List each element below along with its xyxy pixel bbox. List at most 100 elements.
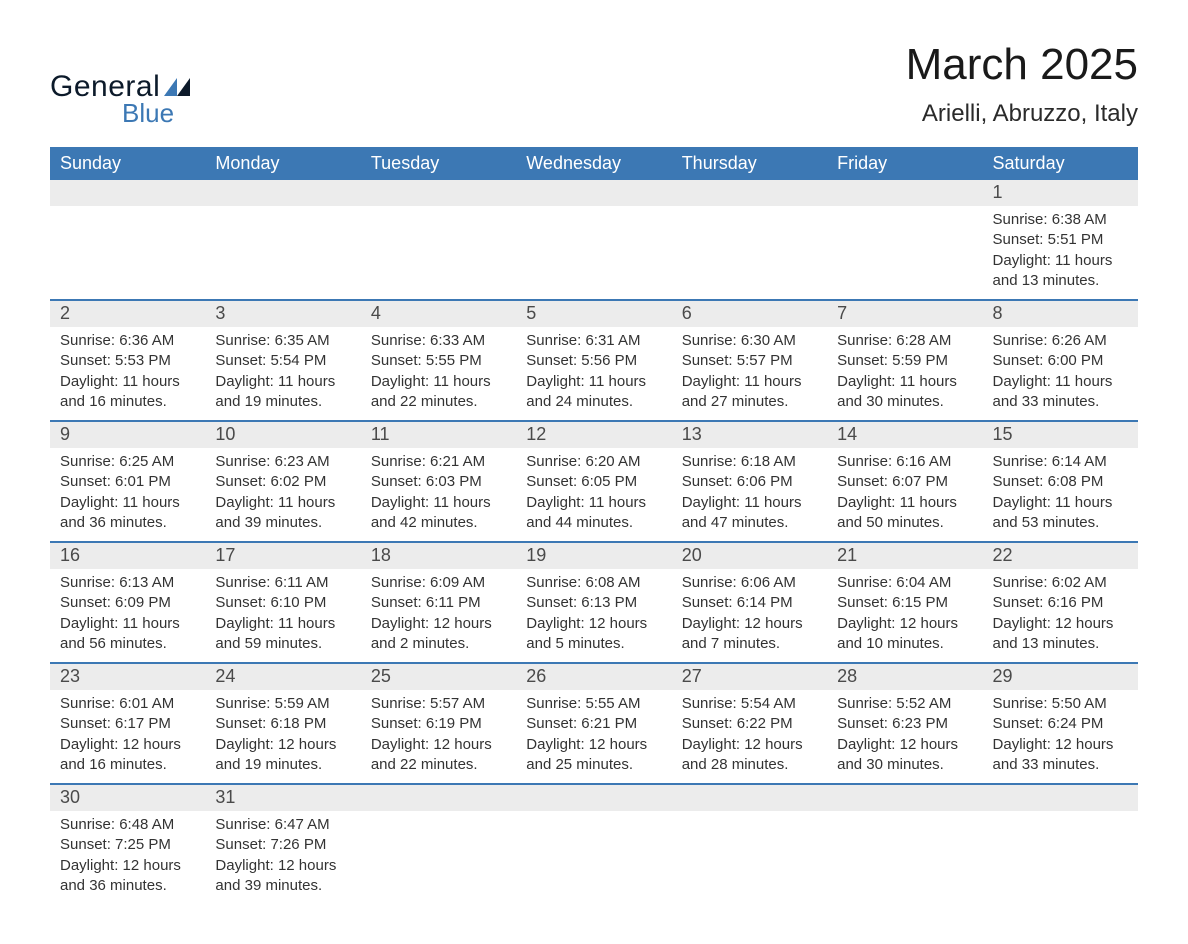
daylight2-text: and 22 minutes. [371, 392, 506, 412]
dayinfo-row: Sunrise: 6:01 AMSunset: 6:17 PMDaylight:… [50, 690, 1138, 784]
logo-blue-text: Blue [122, 98, 190, 129]
sunrise-text: Sunrise: 5:55 AM [526, 694, 661, 714]
weekday-header: Thursday [672, 147, 827, 180]
day-info: Sunrise: 6:11 AMSunset: 6:10 PMDaylight:… [205, 569, 360, 662]
daylight2-text: and 30 minutes. [837, 392, 972, 412]
daylight2-text: and 22 minutes. [371, 755, 506, 775]
calendar-cell-daynum: 1 [983, 180, 1138, 206]
calendar-cell-daynum: 5 [516, 300, 671, 327]
calendar-cell-info: Sunrise: 6:14 AMSunset: 6:08 PMDaylight:… [983, 448, 1138, 542]
daylight1-text: Daylight: 11 hours [682, 372, 817, 392]
sunset-text: Sunset: 6:07 PM [837, 472, 972, 492]
daylight2-text: and 59 minutes. [215, 634, 350, 654]
calendar-cell-daynum: 23 [50, 663, 205, 690]
sunrise-text: Sunrise: 6:30 AM [682, 331, 817, 351]
dayinfo-row: Sunrise: 6:25 AMSunset: 6:01 PMDaylight:… [50, 448, 1138, 542]
page-header: General Blue March 2025 Arielli, Abruzzo… [50, 40, 1138, 129]
sunset-text: Sunset: 6:06 PM [682, 472, 817, 492]
daynum-row: 3031 [50, 784, 1138, 811]
day-info: Sunrise: 6:23 AMSunset: 6:02 PMDaylight:… [205, 448, 360, 541]
day-info: Sunrise: 6:47 AMSunset: 7:26 PMDaylight:… [205, 811, 360, 904]
sunrise-text: Sunrise: 6:16 AM [837, 452, 972, 472]
daylight1-text: Daylight: 11 hours [60, 614, 195, 634]
calendar-cell-daynum: 15 [983, 421, 1138, 448]
day-info: Sunrise: 6:28 AMSunset: 5:59 PMDaylight:… [827, 327, 982, 420]
sunrise-text: Sunrise: 6:21 AM [371, 452, 506, 472]
calendar-cell-daynum: 19 [516, 542, 671, 569]
daylight2-text: and 30 minutes. [837, 755, 972, 775]
calendar-cell-info: Sunrise: 6:31 AMSunset: 5:56 PMDaylight:… [516, 327, 671, 421]
calendar-cell-info: Sunrise: 6:11 AMSunset: 6:10 PMDaylight:… [205, 569, 360, 663]
sunset-text: Sunset: 5:59 PM [837, 351, 972, 371]
day-info: Sunrise: 6:14 AMSunset: 6:08 PMDaylight:… [983, 448, 1138, 541]
weekday-header: Friday [827, 147, 982, 180]
day-number: 30 [50, 785, 205, 811]
day-number: 21 [827, 543, 982, 569]
day-number: 2 [50, 301, 205, 327]
daylight2-text: and 5 minutes. [526, 634, 661, 654]
day-number: 20 [672, 543, 827, 569]
sunset-text: Sunset: 6:11 PM [371, 593, 506, 613]
dayinfo-row: Sunrise: 6:48 AMSunset: 7:25 PMDaylight:… [50, 811, 1138, 904]
calendar-cell-daynum: 3 [205, 300, 360, 327]
day-number [516, 785, 671, 811]
sunrise-text: Sunrise: 5:57 AM [371, 694, 506, 714]
calendar-cell-info: Sunrise: 6:35 AMSunset: 5:54 PMDaylight:… [205, 327, 360, 421]
calendar-cell-daynum: 9 [50, 421, 205, 448]
day-number: 11 [361, 422, 516, 448]
calendar-cell-info: Sunrise: 6:30 AMSunset: 5:57 PMDaylight:… [672, 327, 827, 421]
sunrise-text: Sunrise: 6:47 AM [215, 815, 350, 835]
daylight1-text: Daylight: 12 hours [837, 735, 972, 755]
calendar-cell-info: Sunrise: 5:52 AMSunset: 6:23 PMDaylight:… [827, 690, 982, 784]
calendar-cell-daynum [205, 180, 360, 206]
daylight1-text: Daylight: 12 hours [993, 735, 1128, 755]
calendar-cell-info [672, 811, 827, 904]
daylight2-text: and 47 minutes. [682, 513, 817, 533]
day-number: 18 [361, 543, 516, 569]
calendar-cell-daynum [672, 180, 827, 206]
month-title: March 2025 [906, 40, 1138, 90]
day-info [672, 206, 827, 292]
brand-logo: General Blue [50, 70, 190, 129]
sunset-text: Sunset: 5:57 PM [682, 351, 817, 371]
calendar-cell-info: Sunrise: 6:18 AMSunset: 6:06 PMDaylight:… [672, 448, 827, 542]
daylight2-text: and 13 minutes. [993, 271, 1128, 291]
daylight1-text: Daylight: 12 hours [526, 614, 661, 634]
calendar-cell-info: Sunrise: 6:28 AMSunset: 5:59 PMDaylight:… [827, 327, 982, 421]
calendar-cell-info [516, 811, 671, 904]
day-number: 6 [672, 301, 827, 327]
sunrise-text: Sunrise: 6:36 AM [60, 331, 195, 351]
daylight2-text: and 19 minutes. [215, 392, 350, 412]
day-number [672, 785, 827, 811]
daylight2-text: and 39 minutes. [215, 876, 350, 896]
day-number: 7 [827, 301, 982, 327]
calendar-cell-daynum: 28 [827, 663, 982, 690]
sunset-text: Sunset: 6:08 PM [993, 472, 1128, 492]
calendar-cell-daynum [827, 180, 982, 206]
day-number [361, 785, 516, 811]
daynum-row: 16171819202122 [50, 542, 1138, 569]
day-info [516, 206, 671, 292]
calendar-cell-info: Sunrise: 6:26 AMSunset: 6:00 PMDaylight:… [983, 327, 1138, 421]
daylight2-text: and 10 minutes. [837, 634, 972, 654]
day-number [361, 180, 516, 206]
day-info: Sunrise: 6:30 AMSunset: 5:57 PMDaylight:… [672, 327, 827, 420]
calendar-cell-daynum: 11 [361, 421, 516, 448]
daylight1-text: Daylight: 11 hours [993, 372, 1128, 392]
day-number: 13 [672, 422, 827, 448]
day-info: Sunrise: 6:18 AMSunset: 6:06 PMDaylight:… [672, 448, 827, 541]
day-number [516, 180, 671, 206]
day-number: 12 [516, 422, 671, 448]
day-info: Sunrise: 5:57 AMSunset: 6:19 PMDaylight:… [361, 690, 516, 783]
day-number [827, 785, 982, 811]
sunrise-text: Sunrise: 6:28 AM [837, 331, 972, 351]
daylight2-text: and 33 minutes. [993, 755, 1128, 775]
day-number: 19 [516, 543, 671, 569]
calendar-cell-info: Sunrise: 6:25 AMSunset: 6:01 PMDaylight:… [50, 448, 205, 542]
daylight1-text: Daylight: 11 hours [993, 251, 1128, 271]
daylight1-text: Daylight: 12 hours [371, 735, 506, 755]
day-number: 9 [50, 422, 205, 448]
day-number: 25 [361, 664, 516, 690]
sunset-text: Sunset: 6:15 PM [837, 593, 972, 613]
day-number: 1 [983, 180, 1138, 206]
